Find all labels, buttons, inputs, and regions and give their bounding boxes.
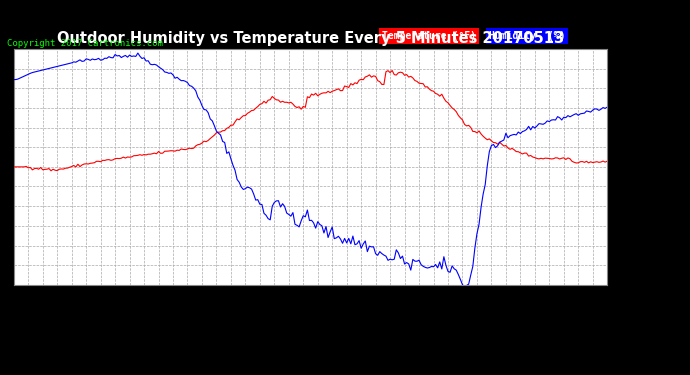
Text: Copyright 2017 Cartronics.com: Copyright 2017 Cartronics.com [7,39,163,48]
Text: Temperature (°F): Temperature (°F) [382,31,475,41]
Text: Humidity  (%): Humidity (%) [489,31,565,41]
Title: Outdoor Humidity vs Temperature Every 5 Minutes 20170513: Outdoor Humidity vs Temperature Every 5 … [57,31,564,46]
